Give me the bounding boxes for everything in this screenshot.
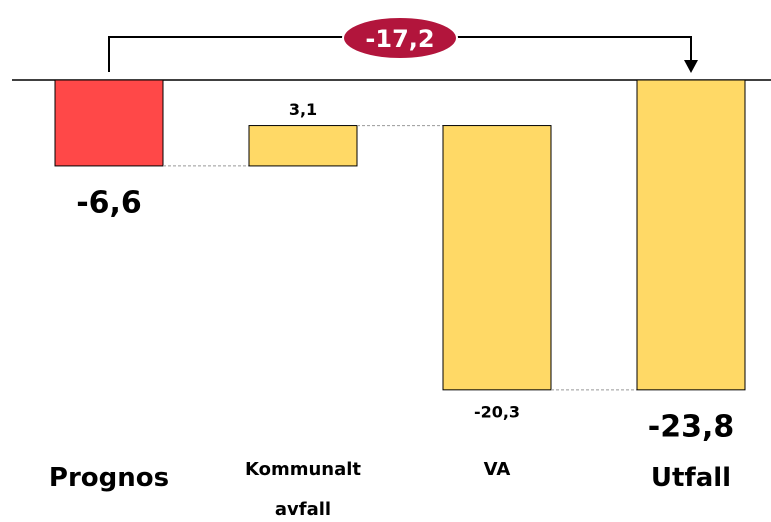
- category-label: VA: [483, 459, 511, 480]
- bar: [442, 125, 552, 391]
- value-label: -20,3: [474, 402, 520, 421]
- value-label: -23,8: [648, 409, 734, 444]
- annotation: -17,2: [365, 25, 434, 53]
- category-label: Kommunalt avfall: [244, 459, 362, 520]
- value-label: -6,6: [76, 185, 142, 220]
- category-label: Prognos: [48, 463, 170, 493]
- category-label: Utfall: [650, 463, 732, 493]
- value-label: 3,1: [289, 100, 317, 119]
- bar: [248, 125, 358, 167]
- bar: [636, 79, 746, 391]
- annotation-oval: [342, 16, 458, 60]
- bar: [54, 79, 164, 167]
- arrow-head: [684, 60, 698, 73]
